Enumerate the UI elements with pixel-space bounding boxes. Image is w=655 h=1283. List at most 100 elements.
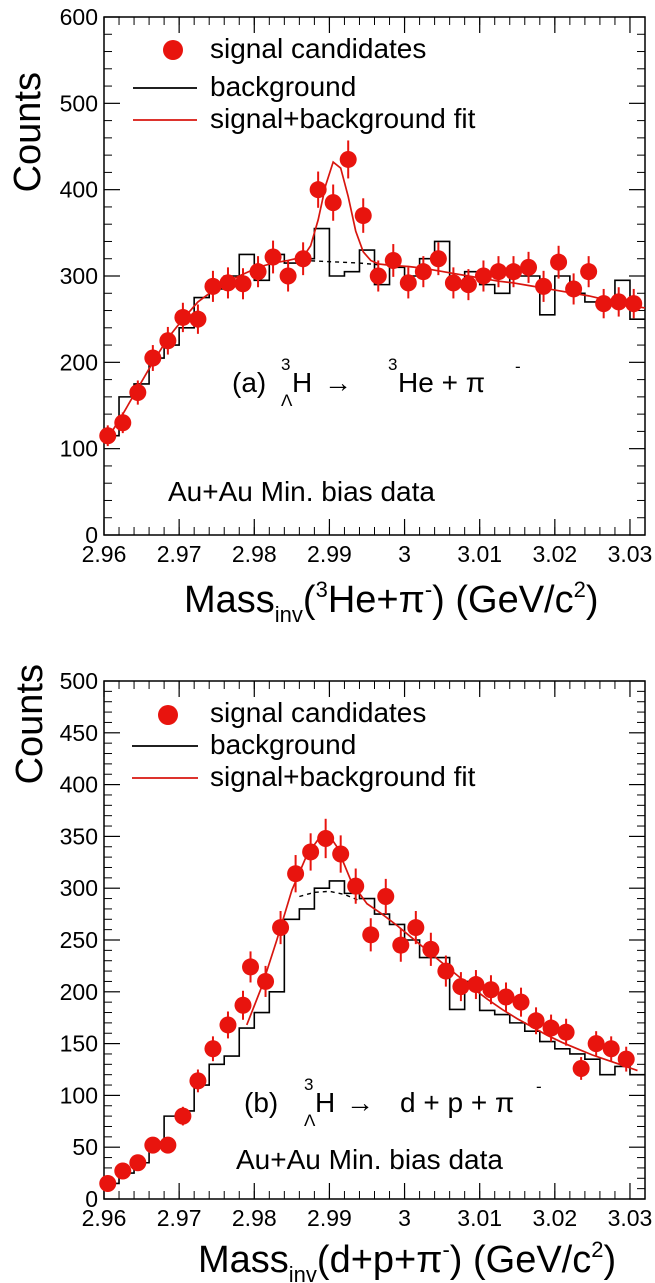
signal-point — [324, 194, 342, 212]
legend-label-signal-b: signal candidates — [210, 697, 426, 728]
signal-point — [429, 250, 447, 268]
panel-a: 0 100 200 300 400 500 600 2.96 2.97 2.98 2.99 3 3.0… — [7, 4, 652, 627]
signal-point — [347, 877, 365, 895]
x-title-close-a: ) (GeV/c — [432, 579, 573, 621]
y-tick-label: 400 — [60, 177, 98, 203]
reaction-prefix-a: (a) — [232, 367, 266, 398]
signal-points-a — [99, 140, 643, 447]
x-axis-title-b: Massinv(d+p+π-) (GeV/c2) — [198, 1237, 616, 1283]
signal-point — [520, 258, 538, 276]
signal-point — [279, 267, 297, 285]
signal-point — [332, 845, 350, 863]
y-tick-label: 100 — [60, 1082, 98, 1108]
signal-point — [384, 251, 402, 269]
reaction-rhs-b: d + p + π — [400, 1087, 514, 1118]
legend-b: signal candidates background signal+back… — [132, 697, 476, 792]
y-tick-label: 450 — [60, 720, 98, 746]
signal-point — [550, 253, 568, 271]
signal-point — [542, 1019, 560, 1037]
reaction-pre-sup-a: 3 — [281, 355, 290, 374]
signal-point — [287, 865, 305, 883]
signal-point — [595, 295, 613, 313]
x-tick-label: 2.99 — [307, 1205, 352, 1231]
background-step-line — [104, 880, 645, 1185]
reaction-sup2-a: 3 — [388, 355, 397, 374]
y-tick-label: 0 — [85, 1186, 98, 1212]
legend-marker-signal-a — [163, 40, 183, 60]
signal-point — [174, 308, 192, 326]
signal-point — [317, 829, 335, 847]
reaction-sup3-b: - — [536, 1077, 542, 1096]
signal-point — [444, 274, 462, 292]
x-title-pre-a: Mass — [184, 579, 275, 621]
reaction-pre-sub-a: Λ — [281, 391, 293, 410]
x-tick-label: 2.99 — [307, 541, 352, 567]
signal-point — [414, 263, 432, 281]
signal-point — [309, 181, 327, 199]
signal-point — [489, 263, 507, 281]
x-title-end-b: ) — [604, 1239, 617, 1281]
signal-point — [249, 263, 267, 281]
signal-point — [399, 274, 417, 292]
signal-point — [354, 207, 372, 225]
y-tick-label: 400 — [60, 772, 98, 798]
legend-label-fit-a: signal+background fit — [210, 103, 476, 134]
signal-point — [99, 1174, 117, 1192]
reaction-pre-sub-b: Λ — [304, 1111, 316, 1130]
y-tick-label: 200 — [60, 979, 98, 1005]
x-tick-label: 3.01 — [457, 541, 502, 567]
x-tick-label: 2.98 — [232, 1205, 277, 1231]
x-tick-label: 2.96 — [82, 541, 127, 567]
reaction-pre-sup-b: 3 — [304, 1075, 313, 1094]
x-tick-label: 3.02 — [532, 541, 577, 567]
x-tick-label: 2.96 — [82, 1205, 127, 1231]
signal-point — [369, 267, 387, 285]
signal-point — [617, 1050, 635, 1068]
legend-marker-signal-b — [158, 705, 178, 725]
x-tick-label: 3 — [398, 541, 411, 567]
y-tick-label: 500 — [60, 668, 98, 694]
signal-point — [272, 919, 290, 937]
x-title-sub-b: inv — [289, 1262, 317, 1283]
x-tick-label: 3.02 — [532, 1205, 577, 1231]
x-axis-title-a: Massinv(3He+π-) (GeV/c2) — [184, 577, 599, 627]
signal-point — [174, 1107, 192, 1125]
signal-point — [339, 150, 357, 168]
x-title-end-a: ) — [586, 579, 599, 621]
x-tick-label: 3 — [398, 1205, 411, 1231]
signal-point — [129, 384, 147, 402]
signal-point — [497, 988, 515, 1006]
x-title-sup2-a: - — [425, 577, 432, 602]
background-fit-dashed-line — [303, 259, 379, 266]
reaction-rhs-a: He + π — [398, 367, 485, 398]
x-tick-label: 2.98 — [232, 541, 277, 567]
signal-point — [129, 1154, 147, 1172]
legend-a: signal candidates background signal+back… — [133, 33, 476, 134]
x-tick-labels-b: 2.96 2.97 2.98 2.99 3 3.01 3.02 3.03 — [82, 1205, 653, 1231]
y-tick-label: 250 — [60, 927, 98, 953]
signal-point — [587, 1035, 605, 1053]
signal-point — [535, 277, 553, 295]
y-tick-label: 300 — [60, 875, 98, 901]
background-histogram-b — [104, 880, 645, 1185]
y-tick-label: 100 — [60, 436, 98, 462]
signal-point — [437, 962, 455, 980]
signal-point — [99, 427, 117, 445]
signal-point — [474, 267, 492, 285]
signal-point — [234, 275, 252, 293]
signal-point — [219, 274, 237, 292]
legend-label-signal-a: signal candidates — [210, 33, 426, 64]
reaction-prefix-b: (b) — [244, 1087, 278, 1118]
signal-point — [557, 1023, 575, 1041]
signal-point — [159, 1136, 177, 1154]
reaction-lhs-b: H — [315, 1087, 335, 1118]
signal-point — [512, 993, 530, 1011]
y-tick-label: 0 — [85, 522, 98, 548]
signal-point — [602, 1040, 620, 1058]
background-fit-dashed-b — [299, 890, 360, 902]
signal-point — [392, 936, 410, 954]
y-tick-label: 500 — [60, 90, 98, 116]
y-tick-label: 200 — [60, 349, 98, 375]
signal-point — [159, 332, 177, 350]
x-title-pre-b: Mass — [198, 1239, 289, 1281]
